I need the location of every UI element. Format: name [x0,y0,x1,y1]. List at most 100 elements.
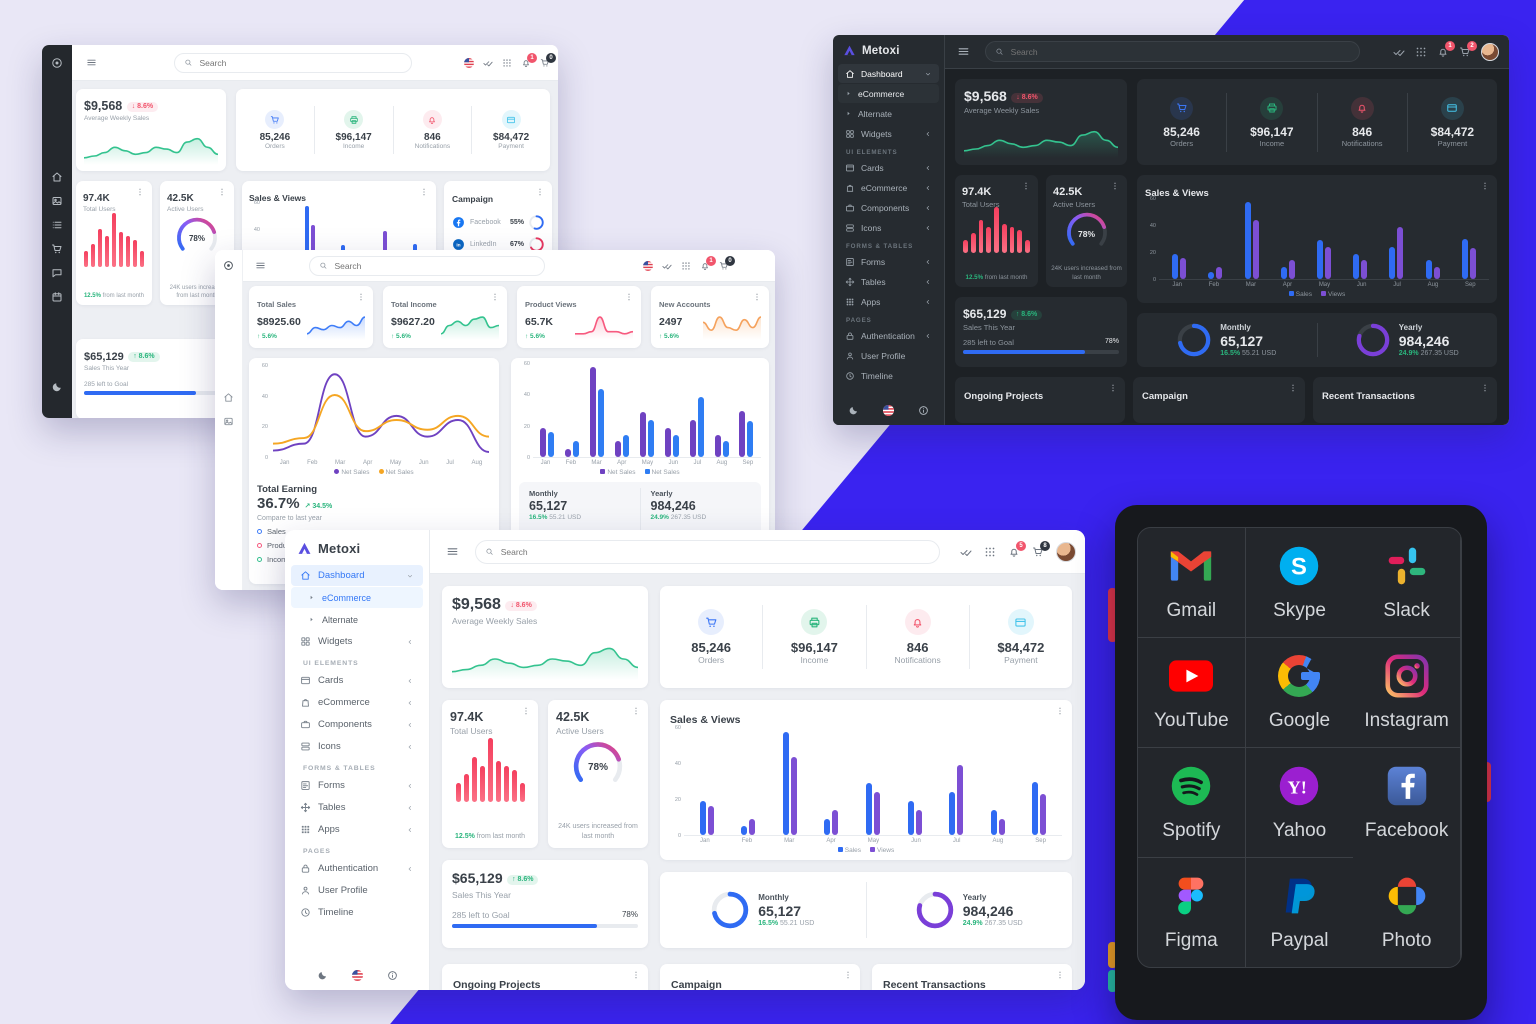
kebab-menu-button[interactable] [535,187,545,197]
dark-mode-toggle[interactable] [848,405,859,416]
kebab-menu-button[interactable] [843,970,853,980]
kebab-menu-button[interactable] [752,292,762,302]
kebab-menu-button[interactable] [631,970,641,980]
kebab-menu-button[interactable] [1480,181,1490,191]
sidebar-item[interactable]: Authentication [838,326,939,345]
hamburger-menu-button[interactable] [86,57,97,68]
cart-button[interactable]: 0 [540,52,556,68]
calendar-icon[interactable] [51,291,63,303]
info-button[interactable] [918,405,929,416]
chat-icon[interactable] [51,267,63,279]
brand-logo[interactable]: Metoxi [833,35,944,63]
app-shortcut[interactable]: Gmail [1138,528,1246,638]
cart-button[interactable]: 8 [1032,540,1050,558]
app-shortcut[interactable]: S Skype [1245,528,1354,638]
sidebar-item[interactable]: Tables [291,797,423,818]
cart-button[interactable]: 2 [1459,40,1477,58]
language-flag-button[interactable] [883,404,894,416]
sidebar-item[interactable]: Alternate [838,104,939,123]
search-input[interactable] [197,56,402,69]
search-bar[interactable] [985,41,1360,62]
tasks-button[interactable] [1393,46,1405,58]
apps-grid-button[interactable] [984,546,996,558]
search-input[interactable] [498,545,930,558]
app-shortcut[interactable]: Google [1245,638,1354,748]
sidebar-item[interactable]: eCommerce [838,178,939,197]
tasks-button[interactable] [960,546,972,558]
language-flag-button[interactable] [643,260,653,271]
search-bar[interactable] [174,52,412,73]
sidebar-item[interactable]: Alternate [291,609,423,630]
kebab-menu-button[interactable] [521,706,531,716]
sidebar-item[interactable]: Components [838,198,939,217]
sidebar-item[interactable]: Apps [838,292,939,311]
image-icon[interactable] [51,195,63,207]
tasks-button[interactable] [483,58,493,68]
kebab-menu-button[interactable] [1055,970,1065,980]
sidebar-item[interactable]: eCommerce [291,587,423,608]
tasks-button[interactable] [662,261,672,271]
app-shortcut[interactable]: Figma [1138,858,1246,967]
kebab-menu-button[interactable] [1055,706,1065,716]
info-button[interactable] [387,970,398,981]
kebab-menu-button[interactable] [419,187,429,197]
home-icon[interactable] [51,171,63,183]
notifications-button[interactable]: 5 [1008,540,1026,558]
kebab-menu-button[interactable] [1108,383,1118,393]
search-bar[interactable] [475,539,940,564]
sidebar-item[interactable]: Forms [291,775,423,796]
kebab-menu-button[interactable] [624,292,634,302]
app-shortcut[interactable]: Spotify [1138,748,1246,858]
notifications-button[interactable]: 1 [521,52,537,68]
app-shortcut[interactable]: Facebook [1353,748,1461,858]
sidebar-item[interactable]: Dashboard [291,565,423,586]
kebab-menu-button[interactable] [631,706,641,716]
sidebar-item[interactable]: Forms [838,252,939,271]
hamburger-menu-button[interactable] [255,260,266,271]
sidebar-item[interactable]: Widgets [291,631,423,652]
sidebar-item[interactable]: Cards [291,670,423,691]
rows-icon[interactable] [51,219,63,231]
sidebar-item[interactable]: Timeline [291,902,423,923]
hamburger-menu-button[interactable] [446,545,459,558]
sidebar-item[interactable]: Apps [291,819,423,840]
home-icon[interactable] [223,392,234,403]
brand-mini-logo-icon[interactable] [51,57,63,69]
dark-mode-toggle[interactable] [317,970,328,981]
cart-icon[interactable] [51,243,63,255]
app-shortcut[interactable]: Instagram [1353,638,1461,748]
app-shortcut[interactable]: Y! Yahoo [1245,748,1354,858]
sidebar-item[interactable]: Icons [291,736,423,757]
moon-icon[interactable] [51,381,63,393]
sidebar-item[interactable]: Components [291,714,423,735]
search-bar[interactable] [309,255,545,276]
kebab-menu-button[interactable] [1110,181,1120,191]
sidebar-item[interactable]: eCommerce [291,692,423,713]
sidebar-item[interactable]: User Profile [838,346,939,365]
sidebar-item[interactable]: Timeline [838,366,939,385]
sidebar-item[interactable]: Tables [838,272,939,291]
image-icon[interactable] [223,416,234,427]
cart-button[interactable]: 0 [719,255,735,271]
search-input[interactable] [1008,45,1350,58]
search-input[interactable] [332,259,535,272]
sidebar-item[interactable]: User Profile [291,880,423,901]
kebab-menu-button[interactable] [1480,383,1490,393]
brand-mini-logo-icon[interactable] [223,260,234,271]
kebab-menu-button[interactable] [1288,383,1298,393]
kebab-menu-button[interactable] [490,292,500,302]
apps-grid-button[interactable] [681,261,691,271]
kebab-menu-button[interactable] [135,187,145,197]
kebab-menu-button[interactable] [217,187,227,197]
app-shortcut[interactable]: YouTube [1138,638,1246,748]
app-shortcut[interactable]: Photo [1353,858,1461,967]
apps-grid-button[interactable] [1415,46,1427,58]
kebab-menu-button[interactable] [356,292,366,302]
apps-grid-button[interactable] [502,58,512,68]
notifications-button[interactable]: 1 [700,255,716,271]
language-flag-button[interactable] [351,969,363,981]
language-flag-button[interactable] [464,57,474,68]
brand-logo[interactable]: Metoxi [285,530,429,564]
sidebar-item[interactable]: Icons [838,218,939,237]
sidebar-item[interactable]: Authentication [291,858,423,879]
